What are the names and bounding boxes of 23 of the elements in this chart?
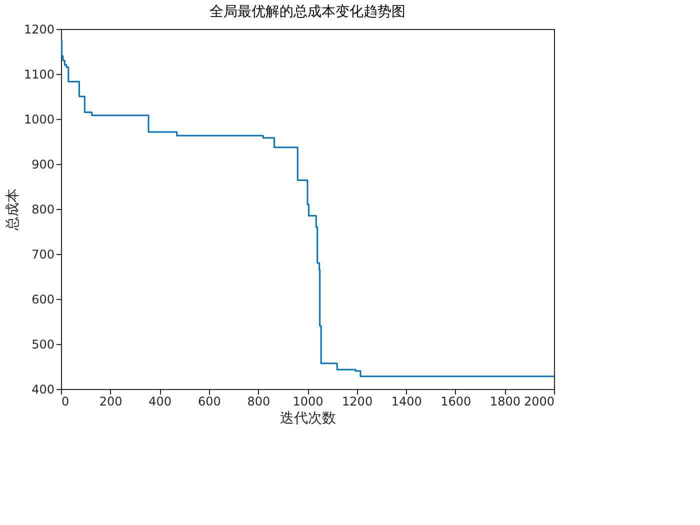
y-tick-label: 1000 [24,112,54,126]
y-tick-label: 400 [32,382,54,396]
x-tick-label: 1000 [292,394,324,408]
x-tick-label: 1800 [490,394,520,408]
x-axis-title: 迭代次数 [280,410,336,426]
x-tick-label: 400 [148,394,172,408]
y-tick-label: 900 [32,158,54,172]
y-tick-label: 1200 [24,22,54,36]
x-tick-label: 200 [99,394,122,408]
y-tick-label: 800 [32,202,54,216]
x-tick-label: 1200 [342,394,373,408]
y-tick-label: 1100 [24,68,54,82]
x-tick-label: 600 [198,394,221,408]
y-axis-title: 总成本 [4,188,21,232]
chart-title: 全局最优解的总成本变化趋势图 [210,4,406,20]
x-tick-label: 0 [62,394,70,408]
x-tick-label: 1400 [391,394,422,408]
x-tick-label: 800 [247,394,270,408]
y-tick-label: 500 [32,338,54,352]
x-tick-label: 1600 [440,394,472,408]
x-tick-label: 2000 [524,394,554,408]
y-tick-label: 600 [32,292,54,306]
y-tick-label: 700 [32,248,54,262]
